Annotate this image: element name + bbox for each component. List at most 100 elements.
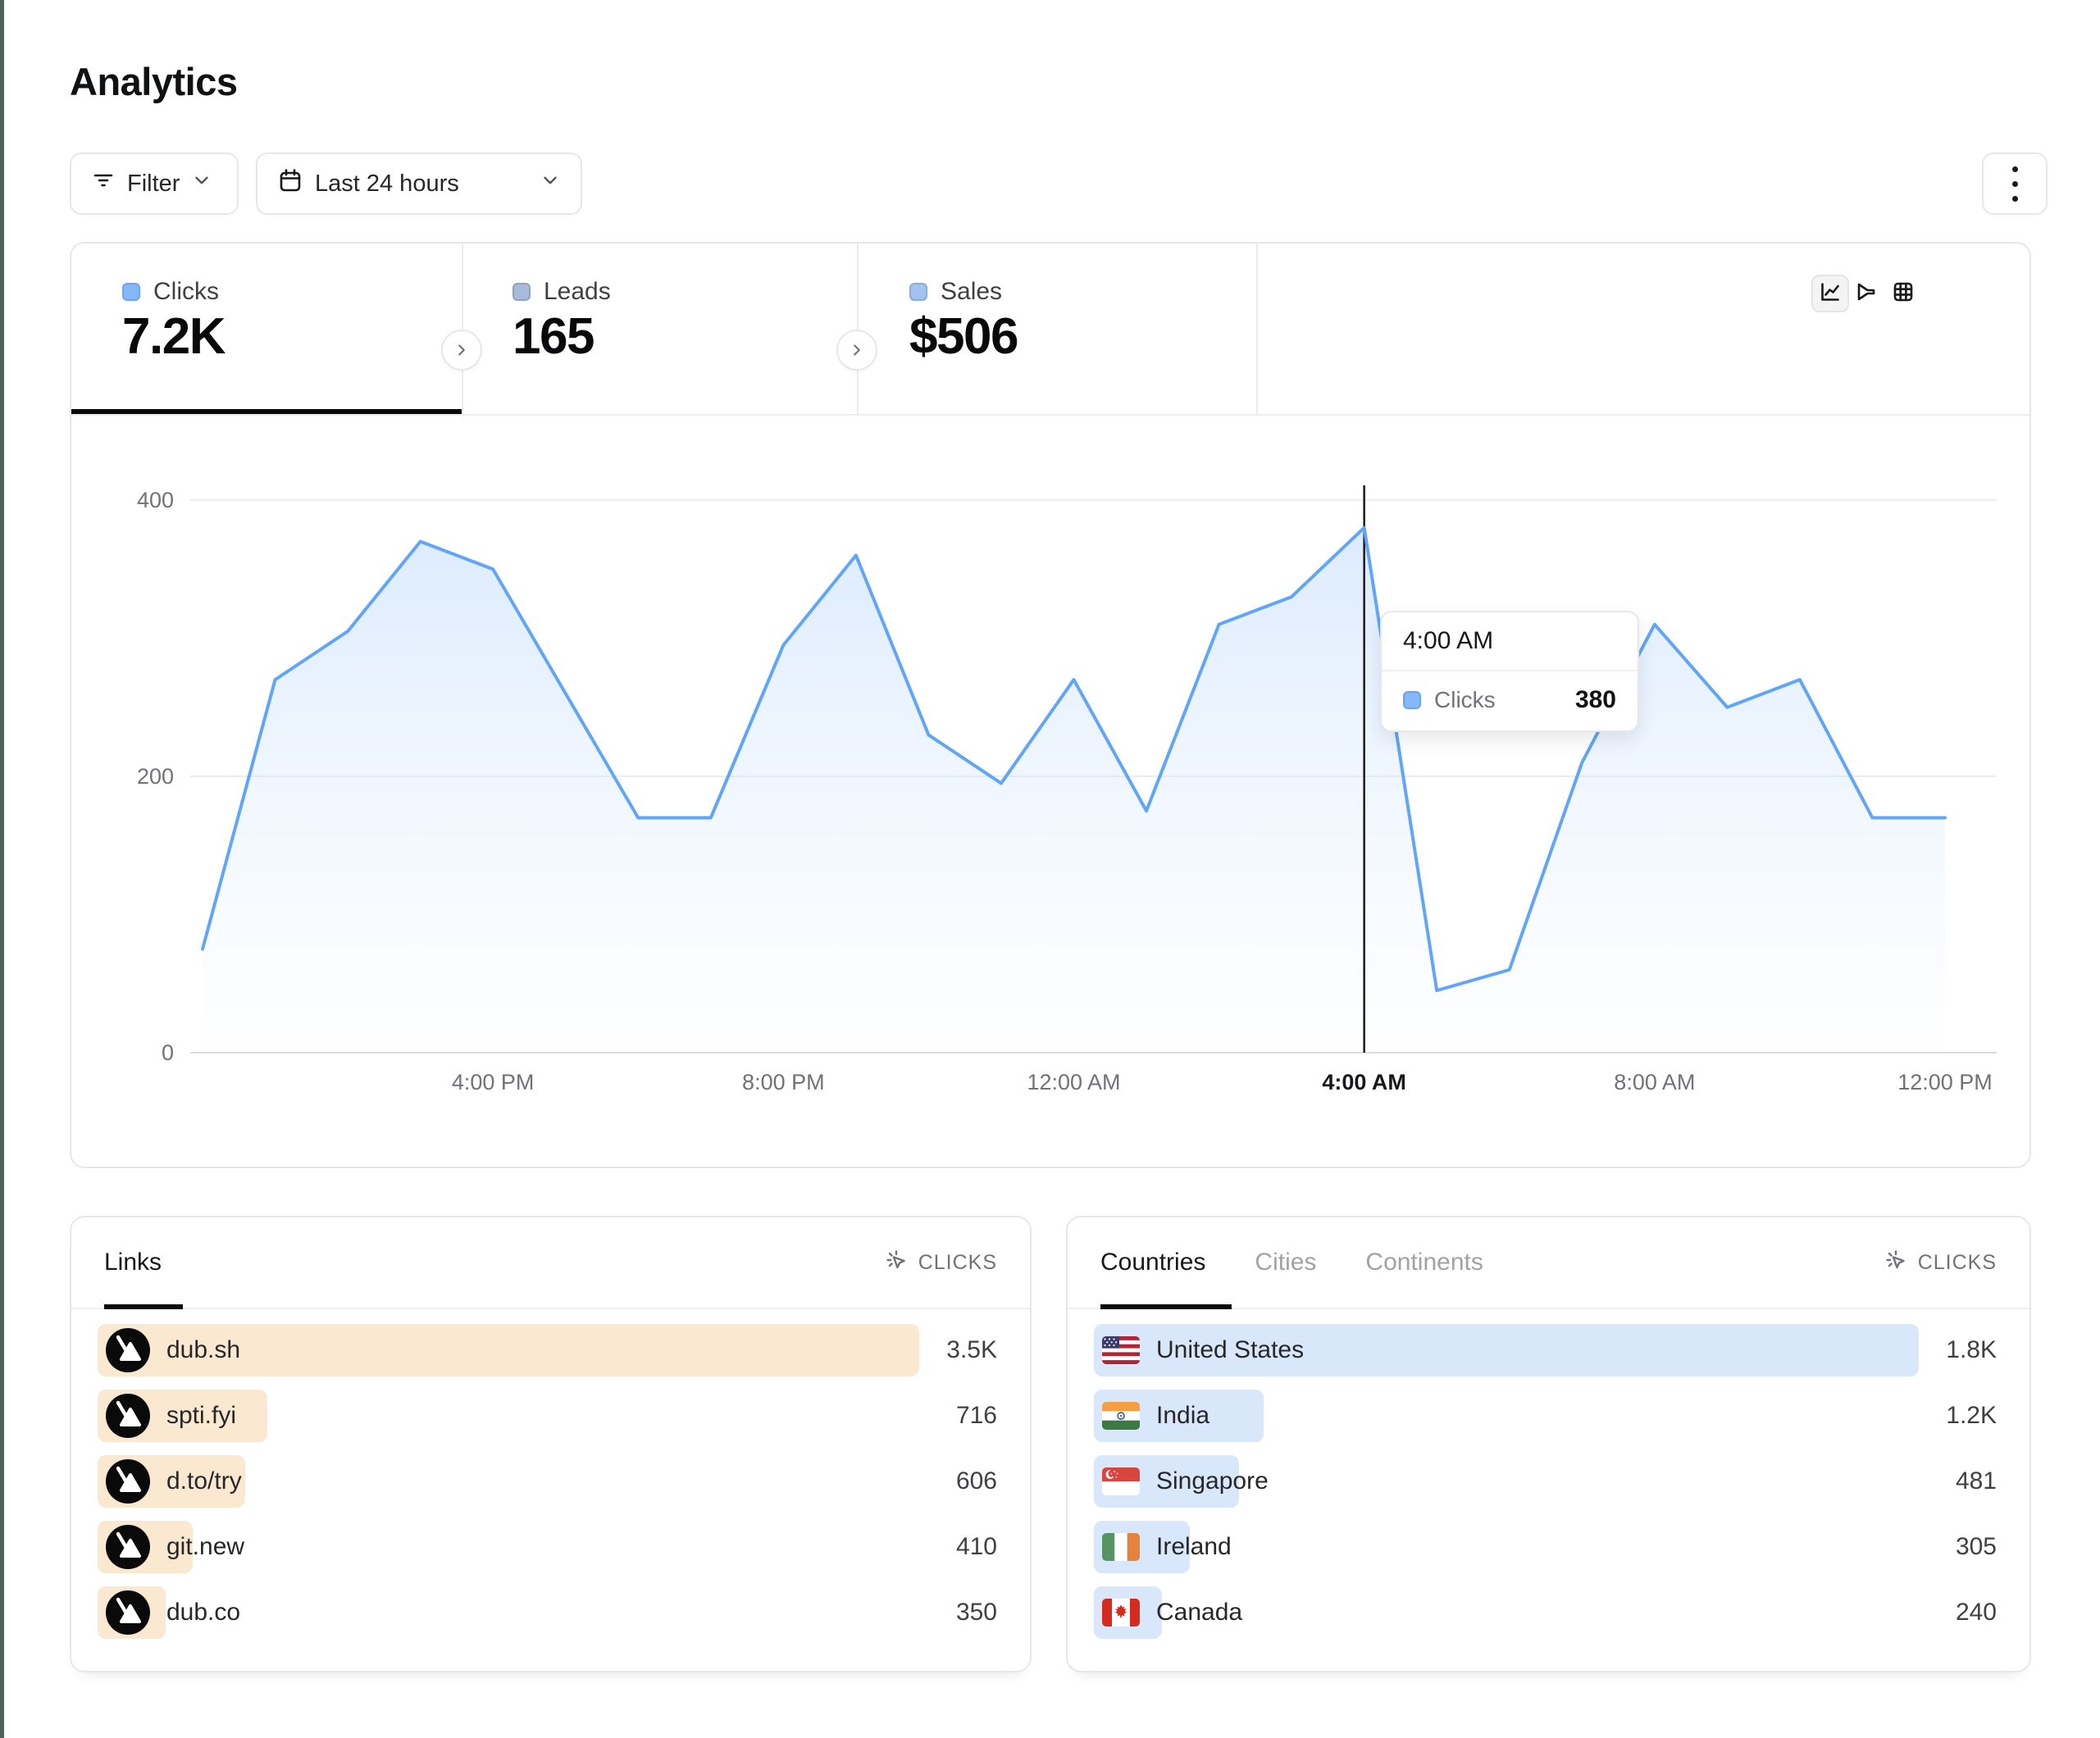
tooltip-legend-square [1403,691,1421,709]
cursor-click-icon [884,1248,909,1278]
country-row[interactable]: Canada 240 [1094,1586,1997,1639]
link-row[interactable]: dub.sh 3.5K [98,1324,997,1376]
country-row[interactable]: India 1.2K [1094,1390,1997,1442]
svg-text:4:00 PM: 4:00 PM [452,1070,535,1094]
tooltip-time: 4:00 AM [1382,612,1638,671]
us-flag-icon [1102,1336,1140,1364]
ireland-flag-icon [1102,1533,1140,1561]
date-range-button[interactable]: Last 24 hours [256,152,582,215]
date-range-label: Last 24 hours [315,170,459,197]
tab-countries[interactable]: Countries [1100,1249,1206,1276]
filter-button-label: Filter [127,170,180,197]
svg-text:200: 200 [137,764,174,789]
link-value: 410 [955,1533,997,1560]
left-edge-strip [0,0,4,1738]
analytics-chart-card: Clicks 7.2K Leads 165 Sales $506 [70,242,2031,1168]
tabstrip-border [71,414,2029,416]
country-row[interactable]: Singapore 481 [1094,1455,1997,1508]
table-view-button[interactable] [1884,275,1922,312]
tab-links[interactable]: Links [104,1249,162,1276]
tab-clicks[interactable]: Clicks 7.2K [71,243,462,414]
country-label: Ireland [1156,1533,1232,1560]
tab-divider [462,243,463,414]
links-panel: Links CLICKS dub.sh [70,1216,1032,1672]
sales-tab-label: Sales [941,278,1003,305]
tab-continents[interactable]: Continents [1365,1249,1483,1276]
country-label: United States [1156,1336,1305,1363]
tab-sales[interactable]: Sales $506 [859,243,1256,414]
link-row[interactable]: dub.co 350 [98,1586,997,1639]
tab-divider [857,243,859,414]
tab-cities[interactable]: Cities [1255,1249,1317,1276]
funnel-view-button[interactable] [1847,275,1885,312]
svg-text:4:00 AM: 4:00 AM [1322,1070,1406,1094]
svg-text:12:00 PM: 12:00 PM [1897,1070,1993,1094]
link-label: git.new [166,1533,245,1560]
country-row[interactable]: Ireland 305 [1094,1521,1997,1573]
link-row[interactable]: spti.fyi 716 [98,1390,997,1442]
svg-text:400: 400 [137,488,174,512]
link-value: 350 [955,1599,997,1626]
link-label: dub.sh [166,1336,241,1363]
country-value: 1.8K [1946,1336,1997,1363]
clicks-tab-value: 7.2K [122,308,225,365]
chevron-down-icon [191,170,212,198]
expand-leads-button[interactable] [441,330,482,371]
page-title: Analytics [70,60,238,103]
singapore-flag-icon [1102,1467,1140,1495]
country-bar [1094,1324,1919,1376]
link-value: 606 [955,1467,997,1495]
countries-panel: Countries Cities Continents CLICKS [1066,1216,2031,1672]
links-metric-header-label: CLICKS [918,1250,997,1274]
svg-text:8:00 PM: 8:00 PM [742,1070,825,1094]
link-label: dub.co [166,1599,241,1626]
clicks-tab-label: Clicks [153,278,219,305]
leads-legend-square [512,283,531,301]
filter-button[interactable]: Filter [70,152,239,215]
chevron-down-icon [540,170,561,198]
country-row[interactable]: United States 1.8K [1094,1324,1997,1376]
kebab-icon [2011,166,2018,202]
countries-metric-header-label: CLICKS [1917,1250,1997,1274]
link-row[interactable]: d.to/try 606 [98,1455,997,1508]
canada-flag-icon [1102,1599,1140,1627]
links-metric-header[interactable]: CLICKS [884,1248,997,1278]
links-tab-underline [104,1304,183,1309]
dub-favicon [106,1459,150,1504]
tooltip-value: 380 [1574,686,1616,713]
dub-favicon [106,1590,150,1635]
india-flag-icon [1102,1402,1140,1430]
link-value: 3.5K [946,1336,997,1363]
dub-favicon [106,1394,150,1438]
country-label: Singapore [1156,1467,1269,1495]
dub-favicon [106,1328,150,1372]
tab-divider [1256,243,1258,414]
dub-favicon [106,1525,150,1569]
clicks-area-chart[interactable]: 400 200 0 4:00 PM 8:00 PM 12:00 AM 4:00 AM 8:00… [71,243,2031,1168]
calendar-icon [277,167,303,200]
tab-leads[interactable]: Leads 165 [463,243,857,414]
sales-tab-value: $506 [909,308,1018,365]
leads-tab-label: Leads [544,278,611,305]
line-chart-view-button[interactable] [1811,275,1849,312]
link-row[interactable]: git.new 410 [98,1521,997,1573]
active-tab-underline [71,409,462,414]
clicks-legend-square [122,283,140,301]
expand-sales-button[interactable] [836,330,877,371]
leads-tab-value: 165 [512,308,594,365]
link-label: d.to/try [166,1467,242,1495]
link-value: 716 [955,1402,997,1429]
cursor-click-icon [1884,1248,1908,1278]
country-value: 481 [1955,1467,1997,1495]
countries-metric-header[interactable]: CLICKS [1884,1248,1997,1278]
grid-icon [1891,280,1916,308]
country-value: 305 [1955,1533,1997,1560]
more-options-button[interactable] [1982,152,2048,215]
link-bar [98,1324,919,1376]
countries-tab-underline [1100,1304,1232,1309]
line-chart-icon [1818,280,1843,308]
svg-text:12:00 AM: 12:00 AM [1027,1070,1120,1094]
filter-icon [91,168,116,199]
chart-tooltip: 4:00 AM Clicks 380 [1380,611,1639,732]
